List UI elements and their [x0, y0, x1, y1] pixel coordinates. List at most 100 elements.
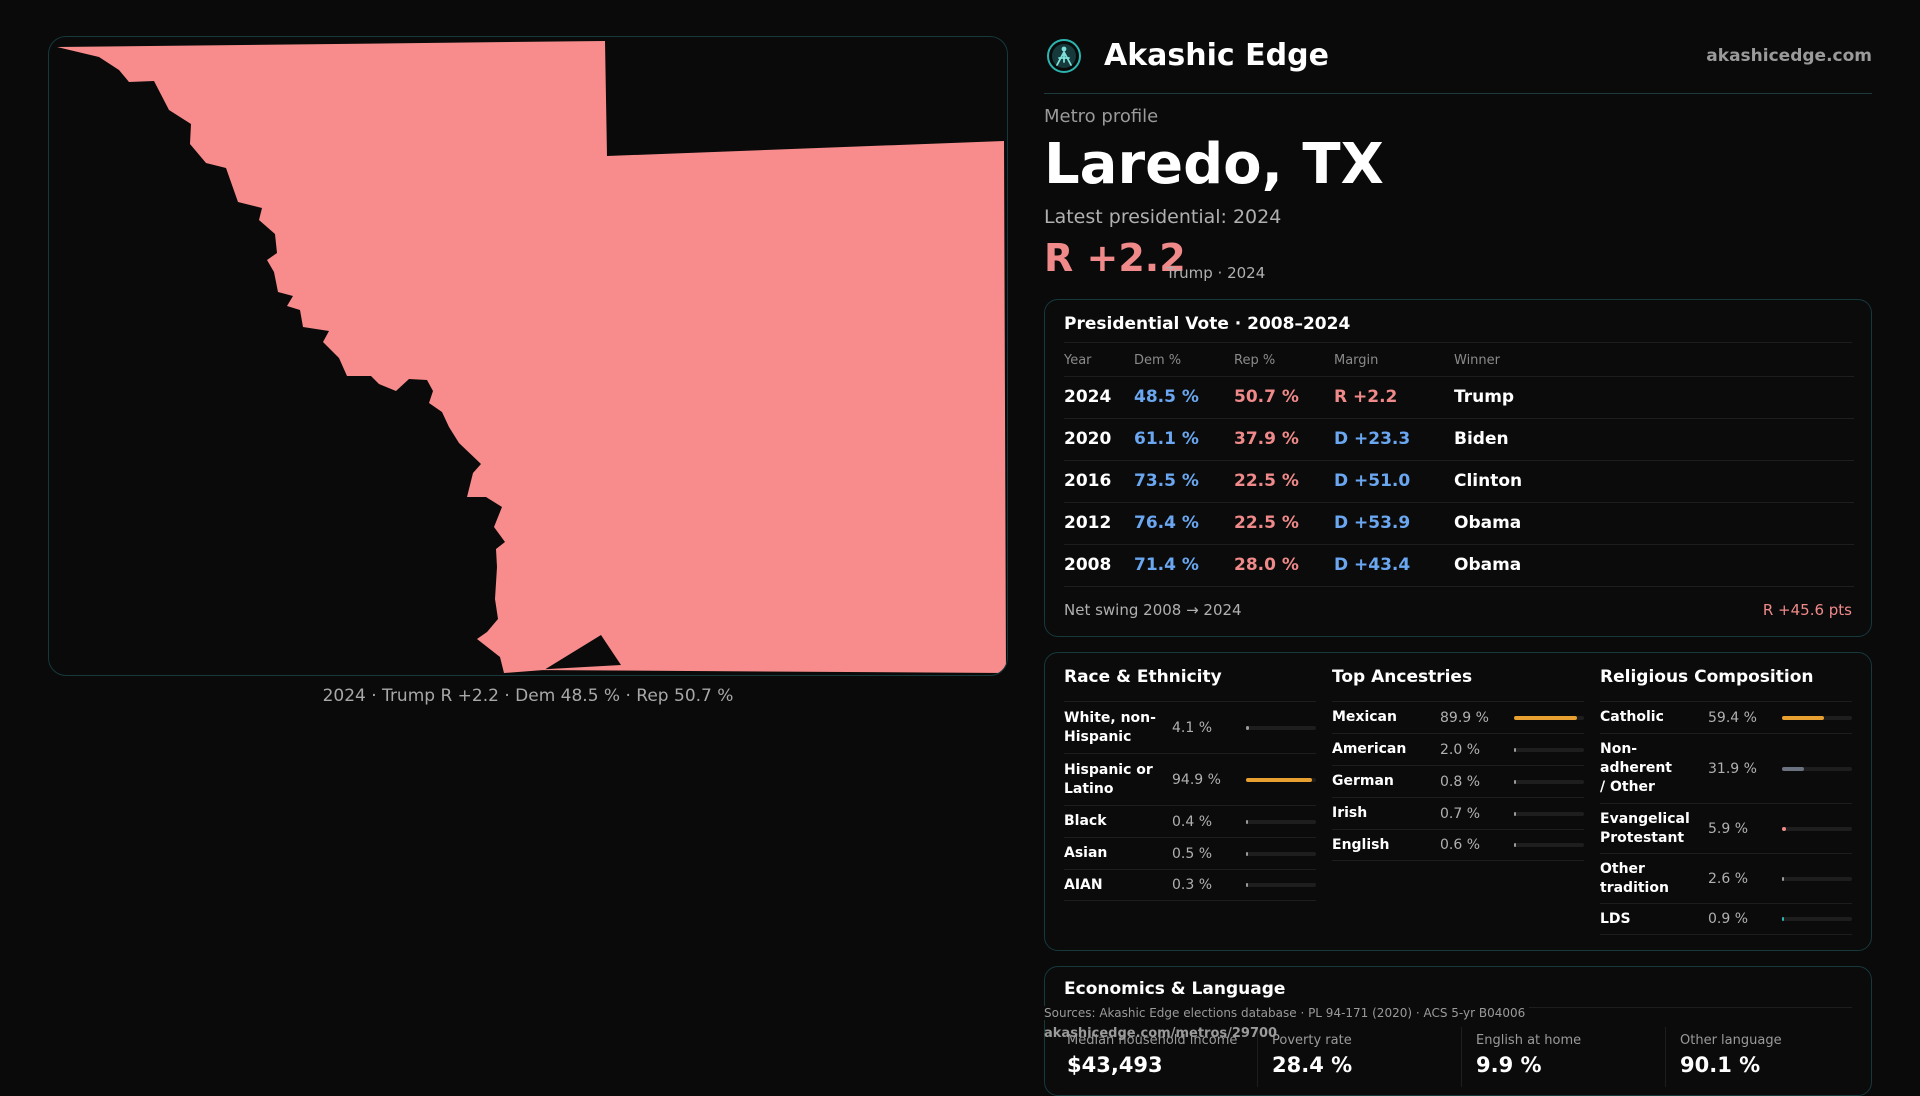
religion-bar-fill [1782, 826, 1787, 831]
race-bar-track [1246, 777, 1316, 782]
ancestry-label: Mexican [1332, 709, 1397, 725]
table-row: 2020 61.1 % 37.9 % D +23.3 Biden [1064, 418, 1854, 461]
net-swing-value: R +45.6 pts [1762, 601, 1852, 619]
cell-winner: Biden [1454, 418, 1854, 461]
religion-value: 0.9 % [1708, 911, 1749, 927]
latest-election-label: Latest presidential: 2024 [1044, 206, 1282, 228]
race-row: White, non-Hispanic 4.1 % [1064, 701, 1316, 753]
sources-note: Sources: Akashic Edge elections database… [1044, 1006, 1530, 1020]
ancestry-bar-fill [1514, 747, 1516, 752]
col-header-dem: Dem % [1134, 346, 1234, 377]
table-row: 2008 71.4 % 28.0 % D +43.4 Obama [1064, 544, 1854, 587]
religion-bar-track [1782, 876, 1852, 881]
vote-table-header: Year Dem % Rep % Margin Winner [1064, 346, 1854, 377]
stat-label: Median household income [1067, 1033, 1238, 1048]
race-row: Hispanic or Latino 94.9 % [1064, 753, 1316, 805]
race-section-title: Race & Ethnicity [1064, 667, 1222, 687]
cell-winner: Trump [1454, 376, 1854, 419]
cell-year: 2024 [1064, 376, 1134, 419]
table-row: 2024 48.5 % 50.7 % R +2.2 Trump [1064, 376, 1854, 419]
religion-bar-fill [1782, 766, 1805, 771]
race-label: Hispanic or Latino [1064, 761, 1153, 797]
cell-margin: D +51.0 [1334, 460, 1454, 503]
race-bar-fill [1246, 777, 1313, 782]
ancestry-row: German 0.8 % [1332, 765, 1584, 797]
page-url-link[interactable]: akashicedge.com/metros/29700 [1044, 1026, 1278, 1041]
ancestry-bar-track [1514, 811, 1584, 816]
religion-bar-track [1782, 917, 1852, 921]
stat-label: English at home [1476, 1033, 1582, 1048]
cell-margin: R +2.2 [1334, 376, 1454, 419]
race-bar-track [1246, 725, 1316, 730]
religion-bar-track [1782, 826, 1852, 831]
cell-margin: D +43.4 [1334, 544, 1454, 587]
page-kicker: Metro profile [1044, 106, 1159, 127]
cell-rep: 22.5 % [1234, 502, 1334, 545]
race-value: 94.9 % [1172, 771, 1221, 788]
table-row: 2012 76.4 % 22.5 % D +53.9 Obama [1064, 502, 1854, 545]
race-bar-fill [1246, 725, 1249, 730]
cell-year: 2020 [1064, 418, 1134, 461]
religion-value: 2.6 % [1708, 870, 1749, 887]
cell-winner: Clinton [1454, 460, 1854, 503]
religion-label: Other tradition [1600, 860, 1669, 896]
col-header-margin: Margin [1334, 346, 1454, 377]
ancestry-bar-fill [1514, 715, 1577, 720]
race-value: 4.1 % [1172, 719, 1213, 736]
ancestry-label: English [1332, 836, 1390, 853]
stat-other-language: Other language 90.1 % [1665, 1027, 1869, 1087]
religion-value: 59.4 % [1708, 709, 1757, 726]
ancestry-row: American 2.0 % [1332, 733, 1584, 765]
cell-margin: D +53.9 [1334, 502, 1454, 545]
religion-bar-fill [1782, 876, 1784, 881]
presidential-vote-card: Presidential Vote · 2008–2024 Year Dem %… [1044, 299, 1872, 637]
race-bar-track [1246, 819, 1316, 824]
religion-row: Catholic 59.4 % [1600, 701, 1852, 733]
cell-dem: 76.4 % [1134, 502, 1234, 545]
religion-section-title: Religious Composition [1600, 667, 1814, 687]
table-row: 2016 73.5 % 22.5 % D +51.0 Clinton [1064, 460, 1854, 503]
cell-dem: 48.5 % [1134, 376, 1234, 419]
brand-url-link[interactable]: akashicedge.com [1706, 46, 1872, 66]
col-header-year: Year [1064, 346, 1134, 377]
religion-label: Evangelical Protestant [1600, 810, 1690, 846]
religion-label: Catholic [1600, 709, 1664, 725]
race-value: 0.4 % [1172, 813, 1213, 830]
county-map[interactable] [48, 36, 1008, 676]
cell-margin: D +23.3 [1334, 418, 1454, 461]
ancestry-bar-track [1514, 843, 1584, 847]
religion-label: LDS [1600, 910, 1631, 927]
race-bar-track [1246, 883, 1316, 887]
economics-title: Economics & Language [1064, 979, 1286, 999]
race-label: Asian [1064, 845, 1108, 861]
net-swing-label: Net swing 2008 → 2024 [1064, 601, 1242, 619]
race-bar-track [1246, 851, 1316, 856]
cell-year: 2008 [1064, 544, 1134, 587]
stat-median-income: Median household income $43,493 [1053, 1027, 1257, 1087]
stat-value: 90.1 % [1680, 1053, 1761, 1077]
ancestry-section: Top Ancestries Mexican 89.9 % American 2… [1332, 667, 1584, 861]
religion-value: 31.9 % [1708, 760, 1757, 777]
ancestry-value: 2.0 % [1440, 741, 1481, 758]
race-label: White, non-Hispanic [1064, 709, 1156, 745]
religion-section: Religious Composition Catholic 59.4 % No… [1600, 667, 1852, 935]
religion-row: Other tradition 2.6 % [1600, 853, 1852, 903]
ancestry-value: 0.7 % [1440, 805, 1481, 822]
ancestry-label: German [1332, 773, 1394, 789]
cell-dem: 61.1 % [1134, 418, 1234, 461]
race-row: AIAN 0.3 % [1064, 869, 1316, 901]
page-title: Laredo, TX [1044, 132, 1384, 197]
cell-dem: 73.5 % [1134, 460, 1234, 503]
ancestry-section-title: Top Ancestries [1332, 667, 1473, 687]
ancestry-label: American [1332, 741, 1407, 757]
race-bar-fill [1246, 883, 1248, 887]
cell-rep: 50.7 % [1234, 376, 1334, 419]
stat-value: 28.4 % [1272, 1053, 1353, 1077]
cell-dem: 71.4 % [1134, 544, 1234, 587]
col-header-winner: Winner [1454, 346, 1854, 377]
religion-bar-track [1782, 715, 1852, 720]
cell-year: 2016 [1064, 460, 1134, 503]
race-row: Asian 0.5 % [1064, 837, 1316, 869]
stat-value: $43,493 [1067, 1053, 1163, 1077]
race-row: Black 0.4 % [1064, 805, 1316, 837]
